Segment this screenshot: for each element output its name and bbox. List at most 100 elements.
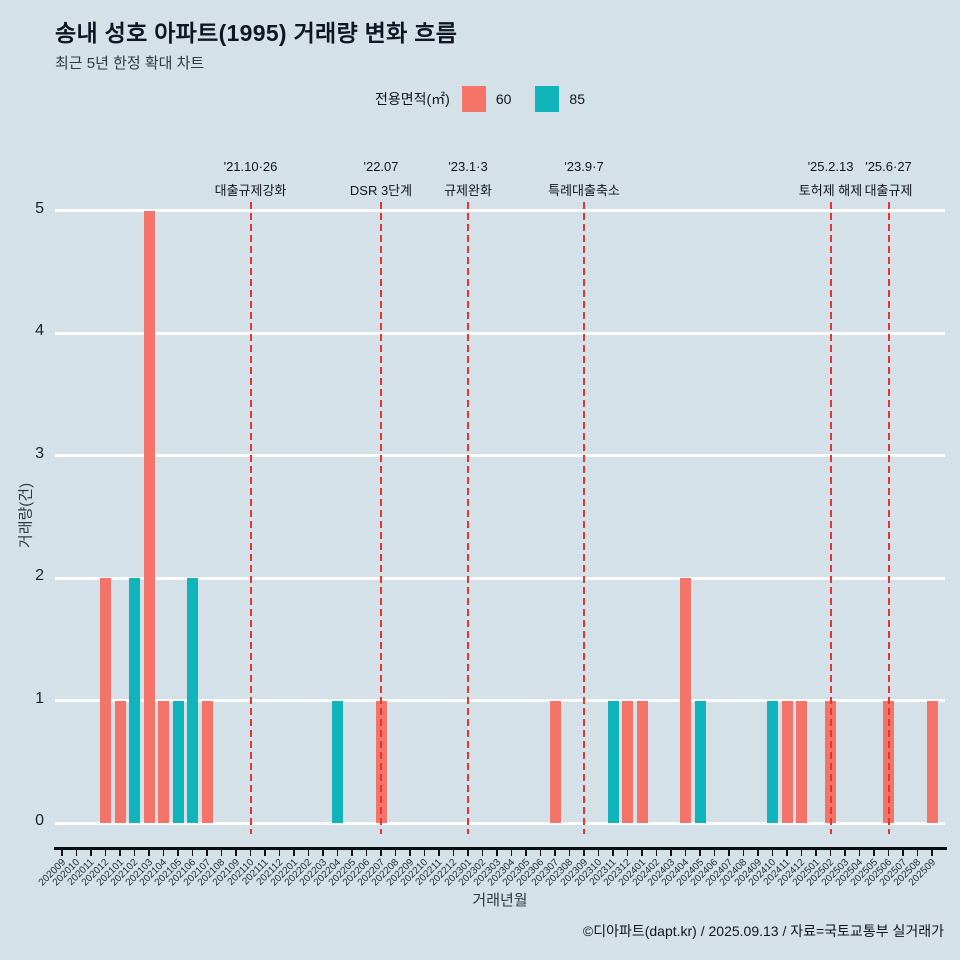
x-tick-mark (409, 849, 411, 856)
x-tick-mark (858, 849, 861, 856)
legend-title: 전용면적(㎡) (374, 91, 450, 107)
bar-85-202106 (187, 578, 198, 823)
policy-vline (380, 202, 382, 834)
x-tick-mark (597, 849, 600, 856)
x-tick-mark (713, 849, 716, 856)
x-tick-mark (757, 849, 759, 856)
x-tick-mark (191, 849, 194, 856)
bar-60-202012 (100, 578, 111, 823)
y-tick-label: 4 (35, 322, 44, 339)
bar-85-202105 (172, 700, 184, 823)
annotation-date: '25.6·27 (865, 159, 912, 174)
x-tick-mark (365, 849, 368, 856)
x-tick-mark (220, 849, 223, 856)
x-tick-mark (481, 849, 484, 856)
policy-vline (887, 202, 890, 834)
bar-60-202404 (680, 578, 691, 823)
legend: 전용면적(㎡) 60 85 (0, 86, 960, 112)
annotation-date: '21.10·26 (223, 159, 278, 174)
page-subtitle: 최근 5년 한정 확대 차트 (55, 55, 205, 72)
x-tick-mark (467, 849, 469, 856)
x-tick-mark (438, 849, 440, 856)
x-tick-mark (119, 849, 121, 856)
x-tick-mark (133, 849, 136, 856)
annotation-label: DSR 3단계 (349, 183, 413, 198)
x-tick-mark (394, 849, 397, 856)
annotation-label: 토허제 해제 (798, 183, 863, 198)
x-tick-mark (815, 849, 817, 856)
x-axis-label: 거래년월 (472, 892, 528, 909)
y-tick-label: 2 (35, 567, 44, 584)
legend-item-60-label: 60 (495, 91, 512, 107)
x-tick-mark (771, 849, 774, 856)
x-tick-mark (800, 849, 803, 856)
x-tick-mark (148, 849, 150, 856)
y-gridline (55, 209, 945, 212)
x-tick-mark (525, 849, 527, 856)
policy-vline (467, 202, 469, 834)
annotation-label: 규제완화 (444, 183, 492, 198)
annotation-date: '25.2.13 (807, 159, 854, 174)
y-gridline (55, 331, 945, 335)
x-tick-mark (539, 849, 542, 856)
x-tick-mark (510, 849, 513, 856)
page-title: 송내 성호 아파트(1995) 거래량 변화 흐름 (55, 20, 458, 46)
x-tick-mark (728, 849, 730, 856)
policy-vline (829, 202, 832, 834)
x-tick-mark (844, 849, 846, 856)
x-tick-mark (699, 849, 701, 856)
legend-swatch-85 (535, 86, 560, 112)
x-tick-mark (235, 849, 237, 856)
x-tick-mark (568, 849, 571, 856)
bar-60-202412 (796, 700, 807, 823)
bar-85-202102 (129, 578, 140, 823)
annotation-label: 대출규제 (864, 183, 913, 198)
bar-85-202204 (332, 700, 343, 823)
x-tick-mark (423, 849, 426, 856)
annotation-label: 특례대출축소 (548, 183, 620, 198)
x-tick-mark (75, 849, 78, 856)
bar-85-202405 (694, 700, 706, 823)
x-tick-mark (264, 849, 266, 856)
bar-60-202104 (158, 700, 169, 823)
bar-85-202311 (607, 700, 619, 823)
y-tick-label: 0 (35, 812, 44, 829)
x-tick-mark (902, 849, 904, 856)
policy-vline (249, 202, 252, 834)
annotation-label: 대출규제강화 (214, 183, 287, 198)
x-tick-mark (322, 849, 324, 856)
x-tick-mark (742, 849, 745, 856)
x-tick-mark (626, 849, 629, 856)
x-tick-mark (206, 849, 208, 856)
bar-60-202401 (636, 700, 648, 823)
y-tick-label: 5 (35, 199, 44, 217)
x-tick-mark (554, 849, 556, 856)
y-gridline (55, 454, 945, 457)
footer-credit: ©디아파트(dapt.kr) / 2025.09.13 / 자료=국토교통부 실… (582, 923, 944, 939)
x-tick-mark (583, 849, 585, 856)
x-axis-line (54, 847, 947, 850)
bar-60-202312 (622, 700, 633, 823)
x-tick-mark (887, 849, 890, 856)
x-tick-mark (61, 849, 63, 856)
x-tick-mark (931, 849, 933, 856)
x-tick-mark (104, 849, 107, 856)
policy-vline (583, 202, 585, 834)
x-tick-mark (336, 849, 339, 856)
bar-60-202107 (201, 700, 213, 823)
bar-60-202101 (114, 700, 126, 823)
x-tick-mark (496, 849, 498, 856)
x-tick-mark (90, 849, 92, 856)
x-tick-mark (177, 849, 179, 856)
y-tick-label: 3 (35, 444, 44, 462)
y-axis-label: 거래량(건) (17, 482, 35, 549)
bar-60-202103 (143, 210, 155, 823)
x-tick-mark (670, 849, 672, 856)
x-tick-mark (873, 849, 875, 856)
y-gridline (55, 821, 945, 825)
x-tick-mark (641, 849, 643, 856)
x-tick-mark (916, 849, 919, 856)
y-tick-label: 1 (35, 689, 44, 707)
